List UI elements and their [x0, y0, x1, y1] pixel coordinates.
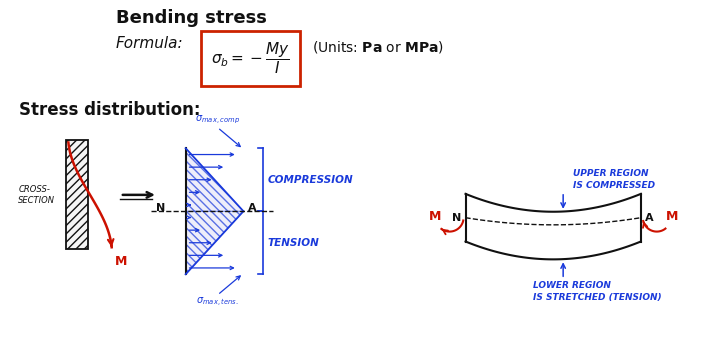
Text: $\sigma_b = -\dfrac{My}{I}$: $\sigma_b = -\dfrac{My}{I}$ — [211, 41, 290, 76]
Text: Stress distribution:: Stress distribution: — [20, 101, 200, 119]
Text: A: A — [248, 203, 257, 213]
Text: Bending stress: Bending stress — [116, 9, 267, 27]
Text: LOWER REGION
IS STRETCHED (TENSION): LOWER REGION IS STRETCHED (TENSION) — [533, 281, 662, 302]
Text: M: M — [665, 210, 678, 223]
Text: $\sigma_{max,comp}$: $\sigma_{max,comp}$ — [195, 114, 240, 126]
Text: N: N — [452, 213, 461, 223]
Text: UPPER REGION
IS COMPRESSED: UPPER REGION IS COMPRESSED — [573, 169, 655, 190]
Text: A: A — [645, 213, 653, 223]
Polygon shape — [186, 148, 243, 211]
Text: $\sigma_{max,tens.}$: $\sigma_{max,tens.}$ — [196, 296, 239, 309]
Polygon shape — [186, 211, 243, 274]
Text: (Units: $\mathbf{Pa}$ or $\mathbf{MPa}$): (Units: $\mathbf{Pa}$ or $\mathbf{MPa}$) — [312, 39, 444, 55]
Text: Formula:: Formula: — [116, 36, 184, 51]
Text: M: M — [115, 255, 127, 268]
Bar — [200, 31, 300, 86]
Text: N: N — [156, 203, 165, 213]
Text: M: M — [428, 210, 441, 223]
Text: COMPRESSION: COMPRESSION — [267, 175, 353, 185]
Text: CROSS-
SECTION: CROSS- SECTION — [18, 185, 55, 205]
Bar — [66, 140, 88, 250]
Text: TENSION: TENSION — [267, 238, 319, 248]
